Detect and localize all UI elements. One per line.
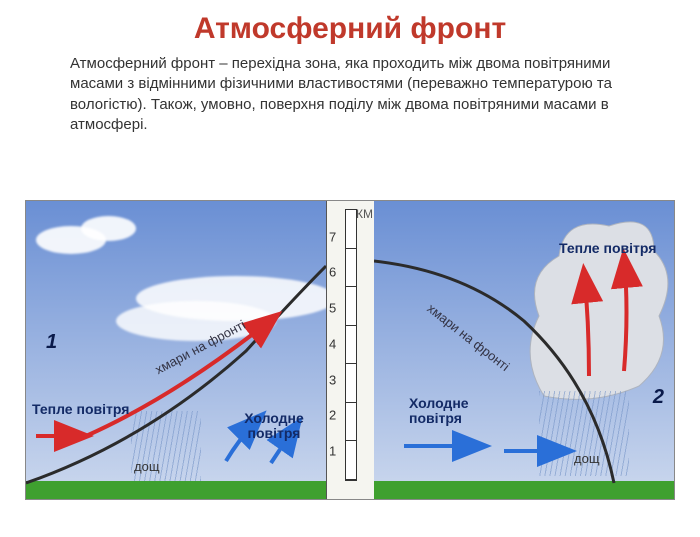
rain-label: дощ [574,451,600,466]
altitude-scale: 1 2 3 4 5 6 7 КМ [326,201,376,499]
warm-air-label: Тепле повітря [559,241,669,256]
rain-label: дощ [134,459,160,474]
ground [26,481,326,499]
tick-4: 4 [329,336,336,351]
cold-air-label: Холодне повітря [409,396,489,427]
front-clouds [116,301,276,341]
front-diagram: 1 Тепле повітря хмари на фронті Холодне … [25,200,675,500]
cold-air-label: Холодне повітря [234,411,314,442]
warm-air-label: Тепле повітря [32,401,129,417]
tick-2: 2 [329,408,336,423]
tick-1: 1 [329,444,336,459]
tick-5: 5 [329,301,336,316]
ground [374,481,674,499]
cumulonimbus-cloud [514,206,674,406]
scale-bar [345,209,357,481]
cold-front-panel: 2 Тепле повітря хмари на фронті Холодне … [374,201,674,499]
cloud-deco [81,216,136,241]
description-text: Атмосферний фронт – перехідна зона, яка … [70,54,640,135]
unit-label: КМ [356,207,373,221]
panel-number-2: 2 [653,386,664,409]
tick-6: 6 [329,265,336,280]
tick-7: 7 [329,229,336,244]
warm-front-panel: 1 Тепле повітря хмари на фронті Холодне … [26,201,326,499]
tick-3: 3 [329,372,336,387]
page-title: Атмосферний фронт [0,12,700,46]
panel-number-1: 1 [46,331,57,354]
